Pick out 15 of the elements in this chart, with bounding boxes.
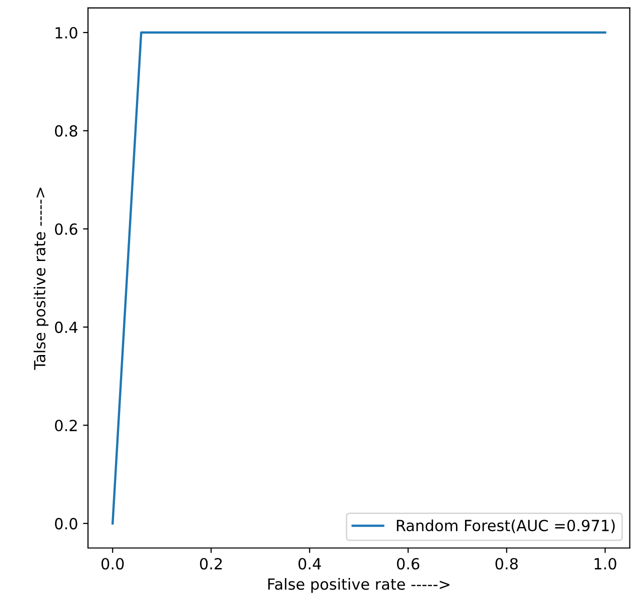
y-tick-label: 0.8 — [54, 125, 78, 137]
y-tick-label: 0.6 — [54, 223, 78, 235]
y-tick-label: 0.4 — [54, 322, 78, 334]
x-tick-label: 0.6 — [396, 558, 420, 570]
x-tick-label: 0.8 — [495, 558, 518, 570]
x-tick-label: 0.4 — [298, 558, 321, 570]
x-tick-label: 0.2 — [200, 558, 222, 570]
y-tick-label: 0.0 — [54, 518, 78, 530]
y-axis-title: Talse positive rate -----> — [34, 188, 48, 370]
x-tick-label: 1.0 — [594, 558, 616, 570]
legend-label: Random Forest(AUC =0.971) — [396, 519, 615, 534]
x-axis-title: False positive rate -----> — [268, 578, 450, 593]
y-tick-label: 1.0 — [56, 26, 78, 39]
x-tick-label: 0.0 — [101, 558, 124, 570]
y-tick-label: 0.2 — [54, 420, 77, 432]
